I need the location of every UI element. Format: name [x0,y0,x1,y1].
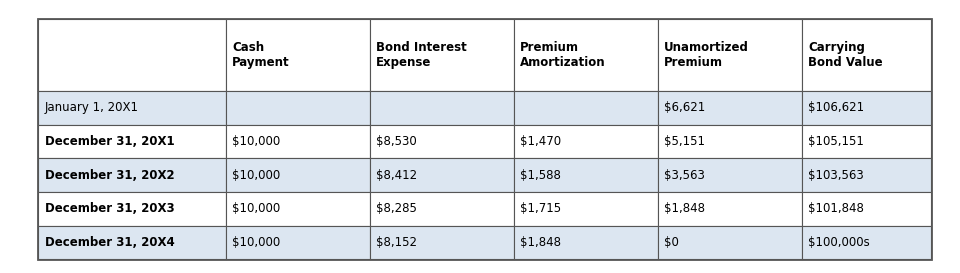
Bar [802,125,931,158]
Bar [38,158,226,192]
Text: $8,412: $8,412 [376,169,418,182]
Text: December 31, 20X1: December 31, 20X1 [45,135,175,148]
Text: $0: $0 [664,236,679,249]
Text: $6,621: $6,621 [664,102,706,114]
Text: December 31, 20X4: December 31, 20X4 [45,236,175,249]
Bar [514,158,658,192]
Text: Unamortized
Premium: Unamortized Premium [664,41,749,69]
Bar [802,158,931,192]
Bar [370,91,514,125]
Bar [226,91,370,125]
Text: $8,285: $8,285 [376,202,418,215]
Text: $8,152: $8,152 [376,236,418,249]
Bar [226,125,370,158]
Text: $10,000: $10,000 [232,236,280,249]
Text: January 1, 20X1: January 1, 20X1 [45,102,139,114]
Text: December 31, 20X2: December 31, 20X2 [45,169,175,182]
Bar [514,19,658,91]
Bar [370,226,514,259]
Text: $1,715: $1,715 [520,202,562,215]
Bar [370,125,514,158]
Text: $3,563: $3,563 [664,169,706,182]
Bar [802,91,931,125]
Text: $100,000s: $100,000s [808,236,870,249]
Bar [658,226,802,259]
Bar [226,192,370,226]
Bar [38,19,226,91]
Bar [514,226,658,259]
Bar [38,125,226,158]
Bar [658,91,802,125]
Bar [802,226,931,259]
Text: Bond Interest
Expense: Bond Interest Expense [376,41,468,69]
Text: $103,563: $103,563 [808,169,864,182]
Bar [514,192,658,226]
Bar [658,158,802,192]
Bar [38,192,226,226]
Text: Premium
Amortization: Premium Amortization [520,41,606,69]
Text: $106,621: $106,621 [808,102,864,114]
Bar [38,19,931,259]
Bar [226,158,370,192]
Text: Cash
Payment: Cash Payment [232,41,290,69]
Text: $1,588: $1,588 [520,169,562,182]
Bar [802,19,931,91]
Text: $8,530: $8,530 [376,135,417,148]
Text: $10,000: $10,000 [232,202,280,215]
Bar [226,226,370,259]
Text: $101,848: $101,848 [808,202,864,215]
Text: $10,000: $10,000 [232,135,280,148]
Text: $10,000: $10,000 [232,169,280,182]
Bar [38,226,226,259]
Bar [370,192,514,226]
Bar [802,192,931,226]
Bar [658,192,802,226]
Bar [370,19,514,91]
Bar [38,91,226,125]
Bar [226,19,370,91]
Text: $1,848: $1,848 [520,236,562,249]
Bar [370,158,514,192]
Text: Carrying
Bond Value: Carrying Bond Value [808,41,883,69]
Text: $105,151: $105,151 [808,135,864,148]
Text: $1,470: $1,470 [520,135,562,148]
Text: $1,848: $1,848 [664,202,706,215]
Bar [514,125,658,158]
Bar [514,91,658,125]
Text: $5,151: $5,151 [664,135,706,148]
Bar [658,19,802,91]
Text: December 31, 20X3: December 31, 20X3 [45,202,175,215]
Bar [658,125,802,158]
